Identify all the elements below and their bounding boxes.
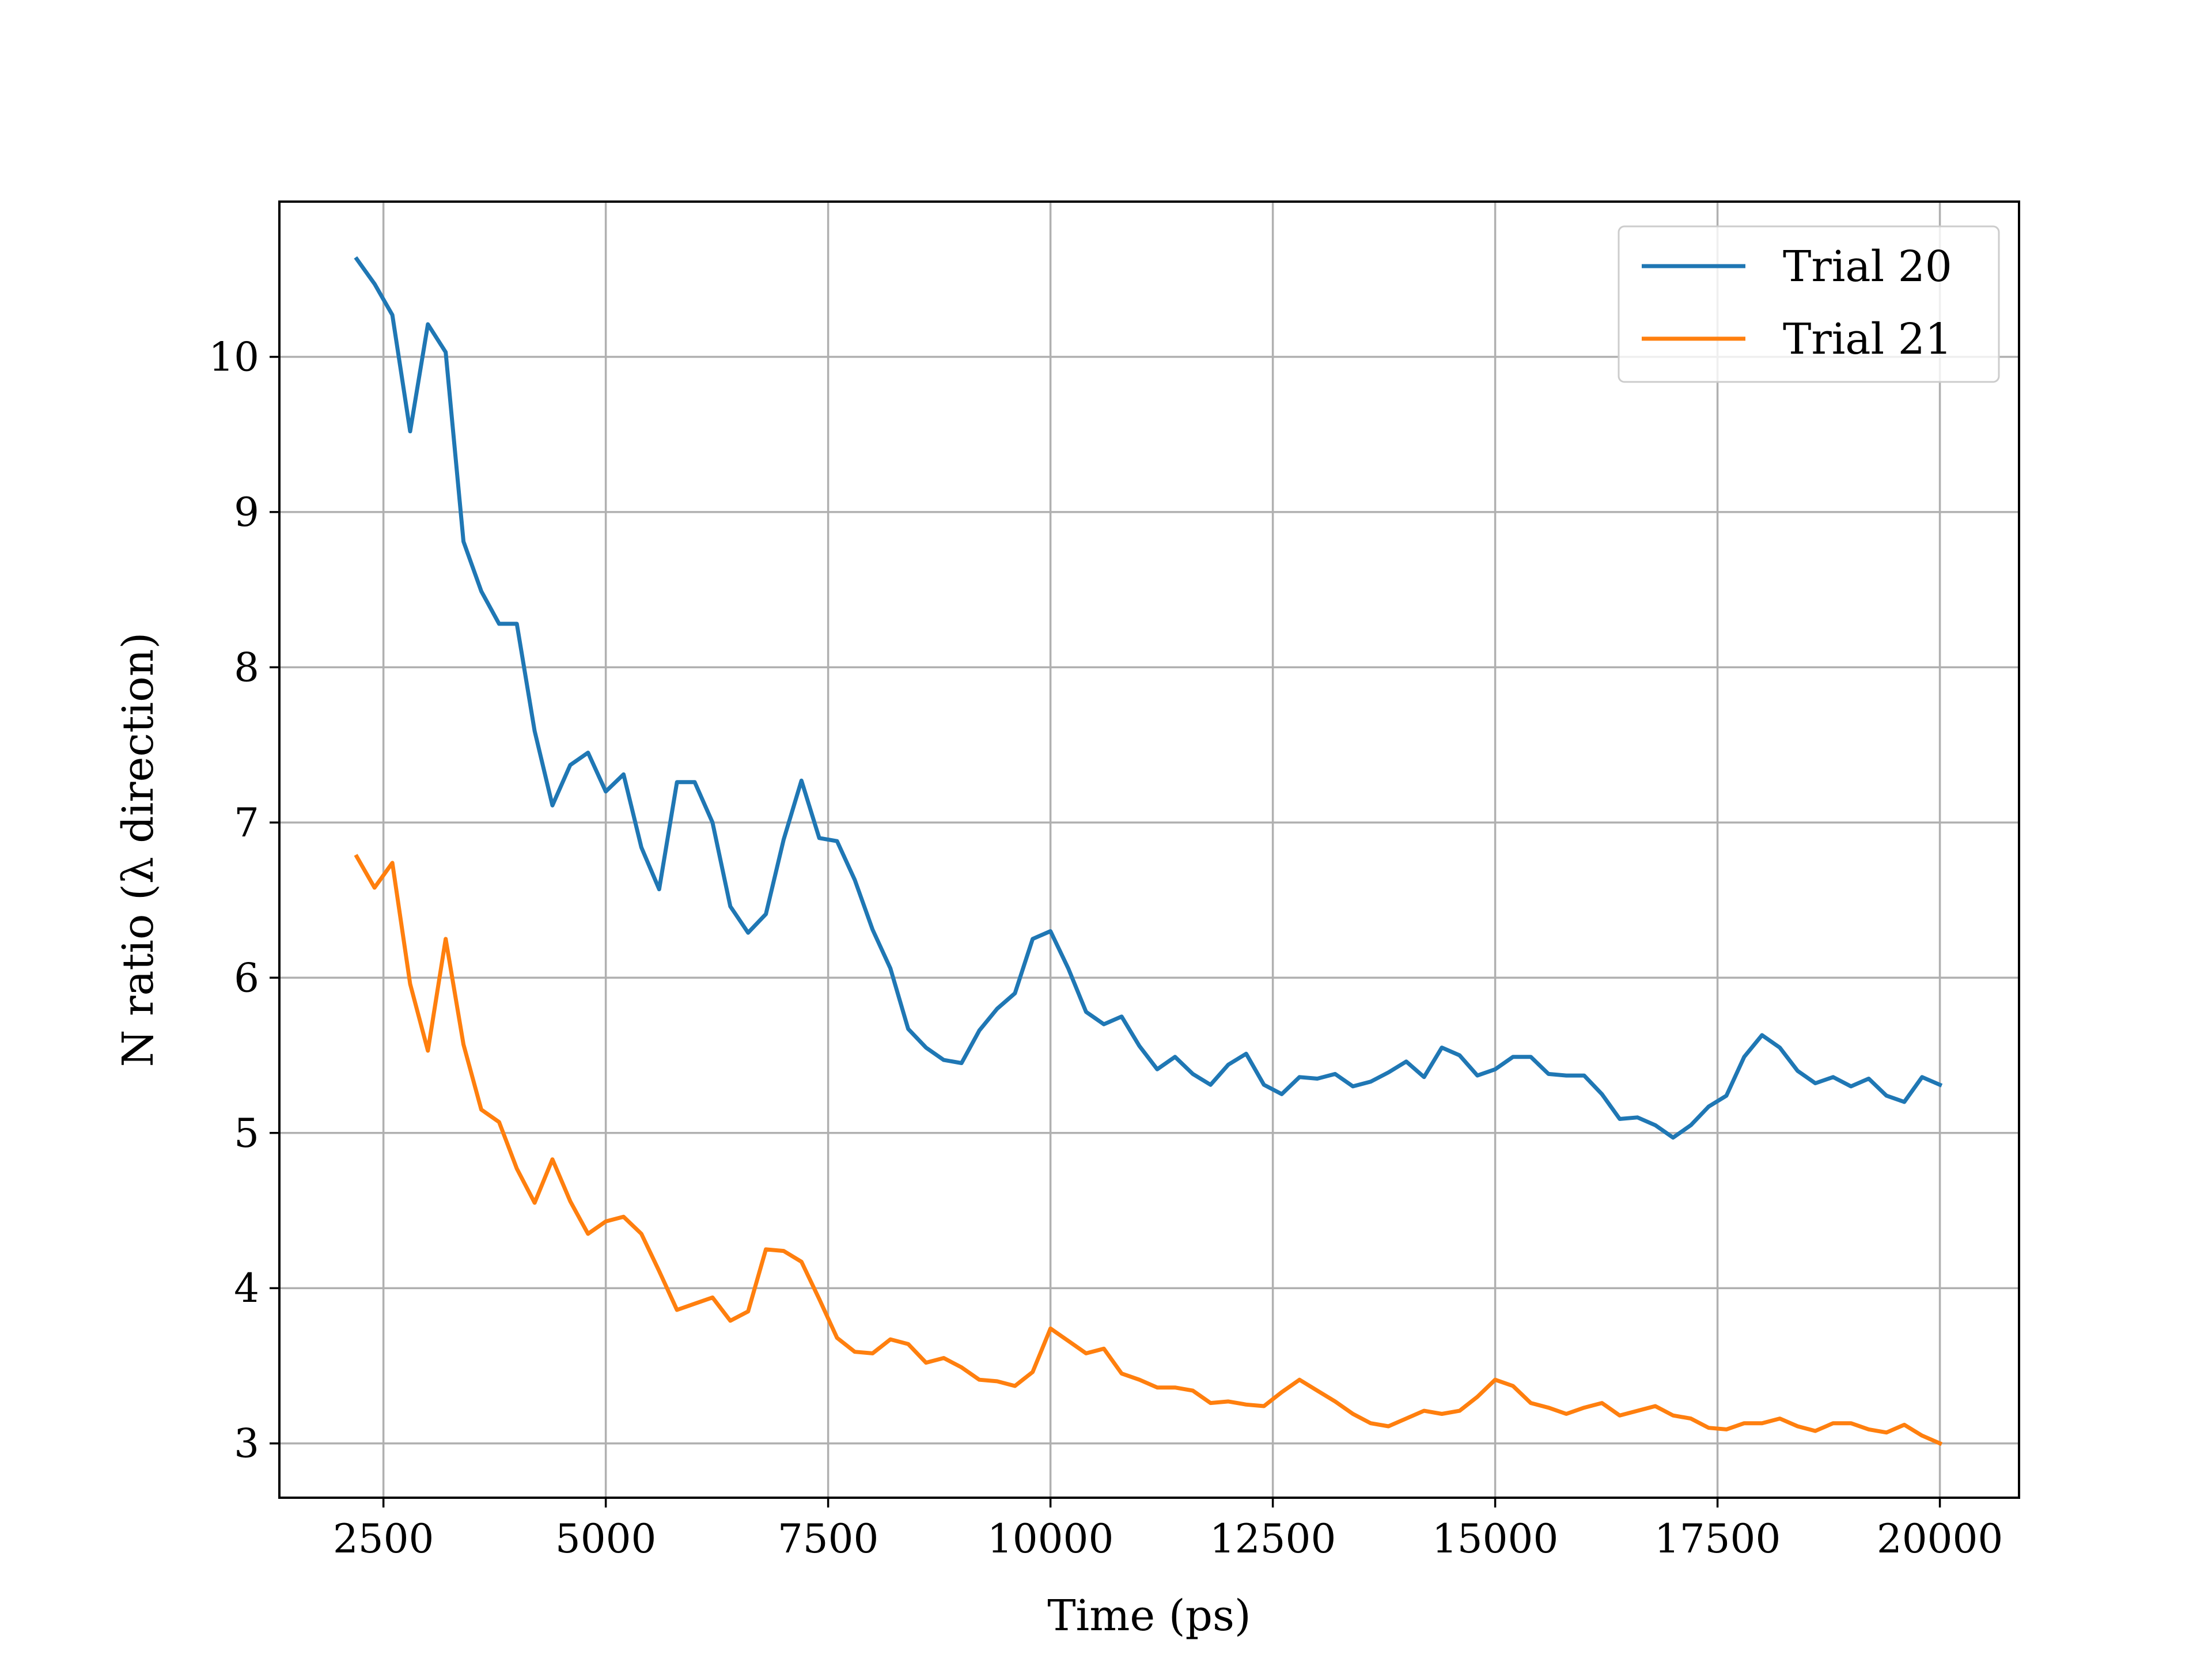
x-axis-ticks: 2500 5000 7500 10000 12500 15000 17500 20000 <box>333 1498 2003 1562</box>
y-tick-label: 7 <box>234 800 259 846</box>
x-tick-label: 7500 <box>778 1516 879 1562</box>
x-tick-label: 15000 <box>1432 1516 1559 1562</box>
legend-label-trial-21: Trial 21 <box>1783 315 1952 364</box>
legend-label-trial-20: Trial 20 <box>1783 242 1952 291</box>
series-line-trial-21 <box>354 854 1943 1446</box>
legend: Trial 20 Trial 21 <box>1618 225 2000 383</box>
grid-lines <box>279 202 2019 1498</box>
y-tick-label: 10 <box>209 334 259 380</box>
x-axis-label: Time (ps) <box>1047 1591 1251 1641</box>
y-axis-ticks: 3 4 5 6 7 8 9 10 <box>209 334 279 1467</box>
x-tick-label: 10000 <box>987 1516 1114 1562</box>
y-tick-label: 5 <box>234 1111 259 1157</box>
y-tick-label: 8 <box>234 645 259 691</box>
y-axis-label: N ratio (λ direction) <box>113 632 163 1067</box>
x-tick-label: 20000 <box>1877 1516 2003 1562</box>
x-tick-label: 2500 <box>333 1516 434 1562</box>
x-tick-label: 17500 <box>1654 1516 1781 1562</box>
y-tick-label: 6 <box>234 955 259 1001</box>
series-line-trial-20 <box>354 256 1943 1140</box>
y-tick-label: 9 <box>234 490 259 536</box>
plot-area-frame <box>278 200 2020 1499</box>
x-tick-label: 12500 <box>1210 1516 1336 1562</box>
x-tick-label: 5000 <box>555 1516 657 1562</box>
series-lines <box>354 256 1943 1446</box>
y-tick-label: 4 <box>234 1266 259 1312</box>
y-tick-label: 3 <box>234 1421 259 1467</box>
